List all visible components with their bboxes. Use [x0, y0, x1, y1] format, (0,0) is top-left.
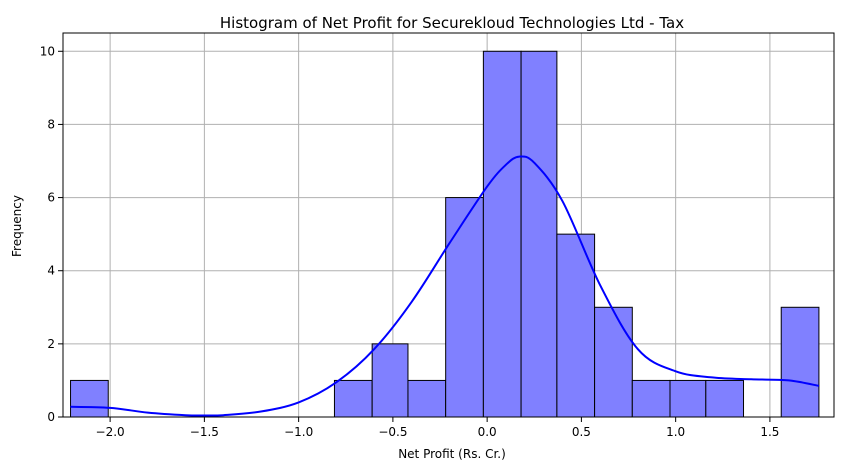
y-axis-label: Frequency	[10, 195, 24, 257]
y-tick-label: 4	[47, 264, 55, 278]
x-tick-label: 0.0	[478, 425, 497, 439]
x-axis-ticks: −2.0 −1.5 −1.0 −0.5 0.0 0.5 1.0 1.5	[96, 417, 779, 439]
histogram-bar	[70, 379, 109, 418]
x-axis-label: Net Profit (Rs. Cr.)	[398, 447, 506, 461]
histogram-bar	[333, 379, 373, 418]
y-tick-label: 2	[47, 337, 55, 351]
histogram-bar	[520, 50, 558, 418]
x-tick-label: 0.5	[572, 425, 591, 439]
histogram-bar	[371, 343, 409, 418]
y-tick-label: 0	[47, 410, 55, 424]
x-tick-label: −1.0	[284, 425, 313, 439]
histogram-bar	[482, 50, 522, 418]
x-tick-label: −1.5	[190, 425, 219, 439]
x-tick-label: −0.5	[378, 425, 407, 439]
y-tick-label: 10	[40, 44, 55, 58]
x-tick-label: −2.0	[96, 425, 125, 439]
grid-lines	[63, 33, 834, 418]
y-tick-label: 6	[47, 191, 55, 205]
histogram-bar	[445, 197, 484, 418]
histogram-bar	[705, 379, 745, 418]
plot-frame	[62, 32, 835, 418]
kde-curve	[70, 155, 820, 417]
chart-title: Histogram of Net Profit for Securekloud …	[220, 14, 684, 32]
histogram-bars	[70, 50, 820, 418]
y-axis-ticks: 0 2 4 6 8 10	[40, 44, 63, 424]
histogram-bar	[669, 379, 707, 418]
histogram-bar	[780, 306, 820, 418]
histogram-bar	[631, 379, 671, 418]
y-tick-label: 8	[47, 117, 55, 131]
histogram-bar	[407, 379, 447, 418]
histogram-bar	[594, 306, 633, 418]
x-tick-label: 1.5	[760, 425, 779, 439]
x-tick-label: 1.0	[666, 425, 685, 439]
